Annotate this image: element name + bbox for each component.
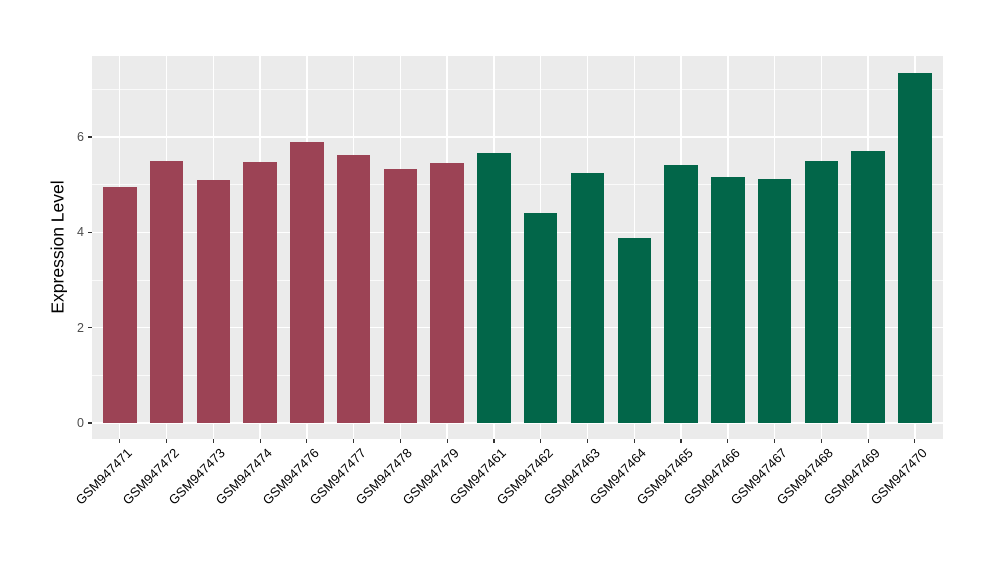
- y-tick-label: 6: [77, 129, 84, 144]
- x-axis-tick: [773, 439, 776, 443]
- bar-GSM947470: [898, 72, 932, 423]
- x-axis-tick: [540, 439, 542, 443]
- x-axis-tick: [633, 439, 635, 443]
- x-axis-tick: [399, 439, 401, 443]
- bar-GSM947474: [243, 162, 277, 423]
- bar-GSM947467: [757, 178, 792, 423]
- x-axis-tick: [306, 439, 308, 443]
- major-gridline: [92, 326, 943, 329]
- x-axis-tick: [119, 439, 121, 443]
- major-gridline: [92, 231, 943, 233]
- bar-GSM947476: [290, 141, 324, 423]
- y-axis-tick: [87, 136, 92, 138]
- x-axis-tick: [259, 439, 261, 443]
- bar-GSM947472: [149, 160, 184, 423]
- minor-gridline: [92, 374, 943, 376]
- x-axis-tick: [446, 439, 448, 443]
- bar-GSM947477: [336, 155, 371, 423]
- x-axis-tick: [867, 439, 869, 443]
- x-axis-tick: [586, 439, 589, 443]
- y-tick-label: 2: [77, 320, 84, 335]
- plot-panel: [92, 56, 943, 439]
- bar-GSM947466: [711, 176, 745, 423]
- major-gridline: [92, 136, 943, 138]
- x-axis-tick: [493, 439, 495, 443]
- x-axis-tick: [680, 439, 682, 443]
- y-axis-tick: [87, 327, 92, 329]
- minor-gridline: [92, 279, 943, 281]
- bar-GSM947479: [430, 162, 464, 423]
- bar-GSM947471: [103, 187, 137, 423]
- x-axis-tick: [820, 439, 822, 443]
- x-axis-tick: [212, 439, 214, 443]
- bar-GSM947461: [477, 153, 511, 423]
- minor-gridline: [92, 184, 943, 186]
- y-tick-label: 0: [77, 416, 84, 430]
- y-axis-title: Expression Level: [47, 180, 68, 314]
- y-tick-label: 4: [77, 225, 84, 240]
- bar-GSM947473: [196, 179, 231, 423]
- major-gridline: [92, 422, 943, 424]
- bar-GSM947469: [851, 151, 885, 423]
- x-axis-tick: [353, 439, 355, 443]
- x-axis-tick: [727, 439, 729, 443]
- bar-GSM947462: [523, 213, 558, 423]
- bar-GSM947478: [383, 169, 418, 423]
- x-axis-tick: [914, 439, 916, 443]
- bar-GSM947468: [804, 160, 839, 423]
- x-axis-tick: [165, 439, 168, 443]
- bar-GSM947464: [617, 237, 652, 423]
- bar-GSM947465: [664, 164, 698, 423]
- bar-GSM947463: [570, 173, 605, 423]
- y-axis-tick: [87, 422, 92, 424]
- y-axis-tick: [87, 231, 92, 233]
- minor-gridline: [92, 88, 943, 90]
